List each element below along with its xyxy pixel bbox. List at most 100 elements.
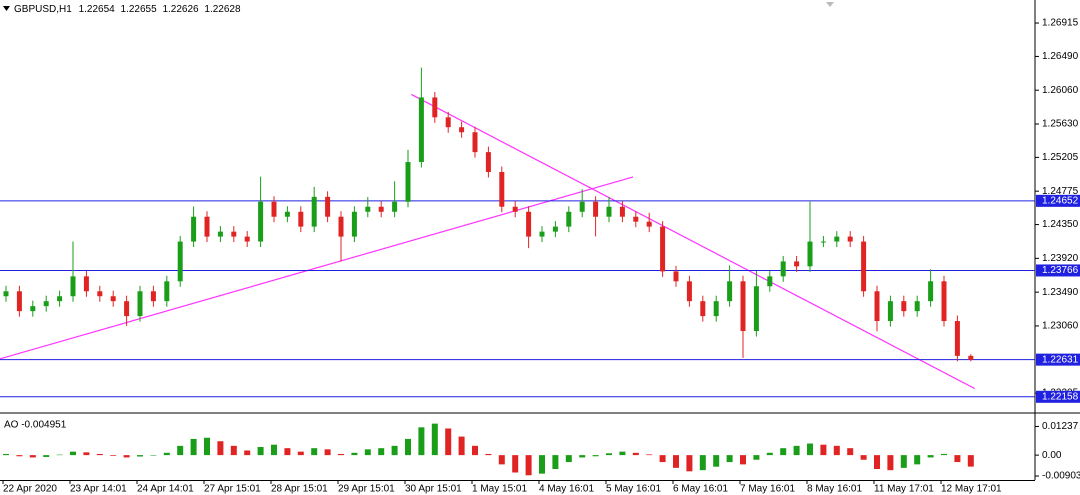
candle-body: [526, 211, 532, 237]
candle-body: [700, 301, 706, 317]
candle-body: [954, 321, 960, 356]
ao-bar: [833, 445, 840, 456]
candle-body: [727, 281, 733, 302]
candle-body: [673, 271, 679, 282]
candle-body: [325, 196, 331, 217]
ao-bar: [525, 455, 532, 476]
ao-bar: [512, 455, 519, 473]
ao-bar: [740, 455, 746, 465]
candle-body: [311, 196, 317, 227]
x-tick-label: 27 Apr 15:01: [204, 484, 261, 495]
ao-bar: [686, 455, 693, 472]
ao-bar: [498, 455, 505, 465]
ao-bar: [83, 452, 90, 456]
candle-body: [539, 231, 545, 237]
ao-bar: [137, 455, 143, 457]
candle-body: [660, 226, 666, 272]
scroll-marker: [826, 2, 834, 7]
candle-body: [137, 291, 143, 317]
ao-bar: [405, 438, 411, 456]
ao-bar: [874, 455, 880, 470]
quote-low: 1.22626: [162, 4, 199, 15]
x-tick-label: 23 Apr 14:01: [70, 484, 127, 495]
candle-body: [392, 201, 398, 212]
ao-bar: [391, 445, 398, 456]
y-tick-label: 1.26060: [1042, 85, 1079, 96]
ao-bar: [713, 455, 720, 467]
candle-body: [941, 281, 947, 322]
ao-bar: [3, 453, 9, 456]
candle-body: [338, 216, 344, 237]
x-tick-label: 12 May 17:01: [941, 484, 1002, 495]
candle-body: [794, 261, 800, 267]
quote-close: 1.22628: [204, 4, 241, 15]
candle-body: [298, 211, 304, 227]
candle-body: [499, 172, 505, 207]
candle-body: [820, 241, 826, 243]
x-tick-label: 24 Apr 14:01: [137, 484, 194, 495]
menu-arrow[interactable]: [3, 6, 10, 11]
ao-bar: [16, 455, 23, 457]
candle-body: [552, 226, 558, 232]
candle-body: [593, 201, 599, 217]
ao-bar: [539, 455, 545, 474]
ao-bar: [900, 455, 907, 468]
candle-body: [231, 231, 237, 237]
ao-bar: [445, 428, 452, 456]
ao-bar: [699, 455, 706, 471]
candle-body: [968, 355, 974, 360]
candle-body: [3, 291, 9, 297]
level-label: 1.22631: [1042, 354, 1079, 365]
y-tick-label: 0.01237: [1042, 421, 1079, 432]
candle-body: [472, 132, 478, 153]
candle-body: [914, 301, 920, 312]
ao-bar: [860, 455, 867, 460]
ao-bar: [914, 455, 921, 465]
candle-body: [767, 276, 773, 287]
candle-body: [619, 206, 625, 217]
ao-bar: [579, 455, 586, 458]
candle-body: [834, 236, 840, 242]
x-tick-label: 28 Apr 15:01: [271, 484, 328, 495]
ao-bar: [217, 441, 224, 456]
ao-bar: [673, 455, 679, 468]
ao-bar: [324, 449, 331, 456]
candle-body: [418, 97, 424, 163]
ao-bar: [766, 452, 773, 456]
candle-body: [177, 241, 183, 282]
ao-bar: [552, 455, 559, 470]
candle-body: [110, 296, 116, 302]
trendline: [0, 176, 634, 360]
y-tick-label: -0.009036: [1042, 471, 1080, 482]
ao-bar: [646, 454, 653, 456]
ao-bar: [954, 455, 961, 463]
quote-high: 1.22655: [121, 4, 158, 15]
y-tick-label: 1.24350: [1042, 219, 1079, 230]
ao-bar: [820, 444, 827, 456]
y-tick-label: 1.26915: [1042, 18, 1079, 29]
candle-body: [164, 281, 170, 302]
level-label-box: [1036, 194, 1080, 207]
candle-body: [124, 301, 130, 317]
level-label-box: [1036, 264, 1080, 277]
ao-bar: [244, 450, 251, 456]
candle-body: [807, 241, 813, 267]
candle-body: [405, 162, 411, 202]
ao-bar: [659, 455, 666, 463]
level-label-box: [1036, 390, 1080, 403]
ao-bar: [753, 455, 760, 460]
candle-body: [445, 117, 451, 128]
y-tick-label: 1.23920: [1042, 253, 1079, 264]
x-tick-label: 29 Apr 15:01: [338, 484, 395, 495]
ao-bar: [297, 451, 304, 456]
candle-body: [432, 97, 438, 118]
ao-bar: [967, 455, 974, 467]
y-tick-label: 1.25205: [1042, 152, 1079, 163]
candle-body: [459, 127, 465, 133]
x-tick-label: 5 May 16:01: [606, 484, 661, 495]
symbol: GBPUSD,H1: [14, 4, 72, 15]
candle-body: [740, 281, 746, 332]
ao-bar: [338, 453, 344, 456]
trendline: [411, 93, 976, 390]
